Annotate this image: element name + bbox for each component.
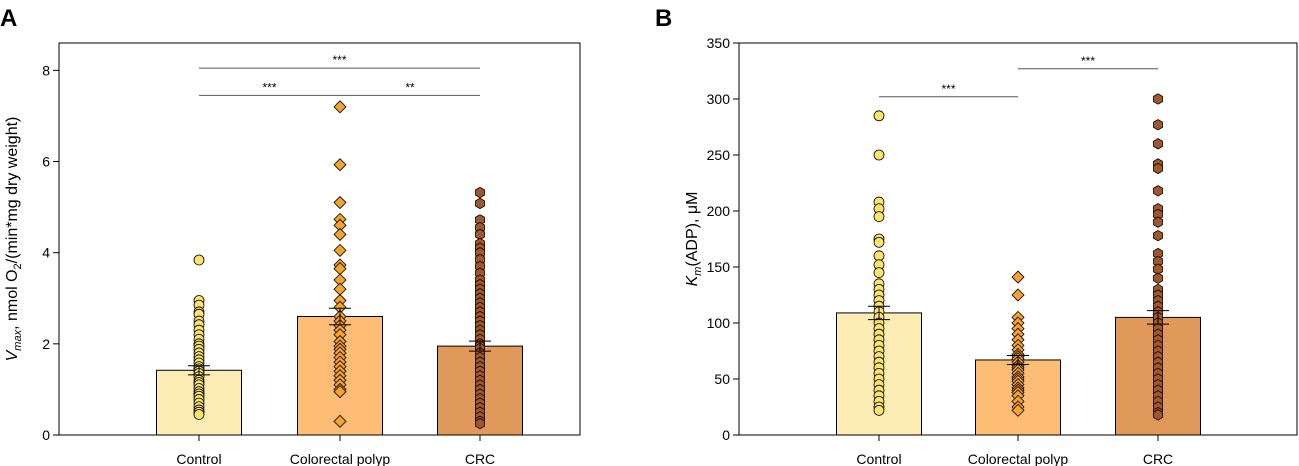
- data-point: [193, 409, 205, 420]
- data-point: [333, 385, 347, 399]
- data-point: [1153, 162, 1163, 175]
- x-tick-label: Colorectal polyp: [968, 451, 1069, 466]
- data-point: [1011, 270, 1025, 284]
- data-point: [873, 267, 885, 279]
- y-tick-label: 150: [707, 259, 731, 275]
- y-tick-label: 100: [707, 315, 731, 331]
- y-tick-label: 4: [42, 245, 50, 261]
- y-axis-title: Vmax, nmol O2/(min*mg dry weight): [4, 117, 24, 362]
- y-tick-label: 0: [722, 427, 730, 443]
- data-point: [1153, 93, 1163, 105]
- x-tick-label: Control: [176, 451, 221, 466]
- y-axis-title-symbol: K: [684, 274, 701, 286]
- data-point: [475, 417, 485, 430]
- y-axis-title: Km(ADP), μM: [684, 192, 704, 287]
- y-axis-title-text: , nmol O: [4, 269, 21, 329]
- y-tick-label: 8: [42, 62, 50, 78]
- data-point: [873, 110, 885, 122]
- data-point: [475, 186, 485, 199]
- data-point: [1153, 138, 1163, 150]
- data-point: [1011, 288, 1025, 302]
- y-tick-label: 250: [707, 147, 731, 163]
- data-point: [873, 250, 885, 262]
- significance-label: ***: [941, 82, 955, 96]
- data-point: [475, 197, 485, 210]
- significance-label: **: [405, 80, 415, 94]
- data-point: [333, 282, 347, 296]
- data-point: [873, 404, 885, 416]
- data-point: [873, 149, 885, 161]
- y-tick-label: 6: [42, 154, 50, 170]
- x-tick-label: Control: [856, 451, 901, 466]
- chart-panel-b: B 0 50 100 150 200 250 300 350 Km(ADP), μM Control…: [655, 5, 1298, 466]
- y-axis-title-text: (ADP), μM: [684, 192, 701, 267]
- data-point: [333, 414, 347, 428]
- y-axis-title-subscript: 2: [12, 263, 24, 269]
- y-tick-label: 0: [42, 427, 50, 443]
- x-tick-label: CRC: [465, 451, 495, 466]
- x-tick-label: CRC: [1143, 451, 1173, 466]
- data-point: [333, 227, 347, 242]
- y-tick-label: 50: [714, 371, 730, 387]
- data-point: [1153, 229, 1163, 242]
- y-axis-title-text: /(min*mg dry weight): [4, 117, 21, 264]
- y-axis-title-subscript: max: [12, 329, 24, 350]
- data-point: [333, 243, 347, 257]
- data-point: [333, 158, 347, 172]
- data-point: [333, 195, 347, 210]
- data-point: [873, 211, 885, 223]
- data-point: [1153, 216, 1163, 228]
- data-point: [333, 100, 347, 114]
- data-point: [193, 254, 205, 266]
- y-tick-label: 300: [707, 91, 731, 107]
- significance-label: ***: [262, 80, 276, 94]
- y-tick-label: 2: [42, 336, 50, 352]
- data-point: [1153, 119, 1163, 131]
- data-point: [1011, 403, 1025, 417]
- data-point: [1153, 409, 1163, 421]
- y-tick-label: 200: [707, 203, 731, 219]
- data-point: [1153, 272, 1163, 284]
- data-point: [873, 236, 885, 248]
- data-point: [1153, 185, 1163, 197]
- significance-label: ***: [1081, 54, 1095, 68]
- panel-label: B: [655, 5, 672, 32]
- significance-label: ***: [332, 53, 346, 67]
- y-axis-title-symbol: V: [4, 349, 21, 361]
- y-axis-title-subscript: m: [692, 267, 704, 276]
- x-tick-label: Colorectal polyp: [290, 451, 391, 466]
- y-tick-label: 350: [707, 35, 731, 51]
- panel-label: A: [0, 5, 17, 32]
